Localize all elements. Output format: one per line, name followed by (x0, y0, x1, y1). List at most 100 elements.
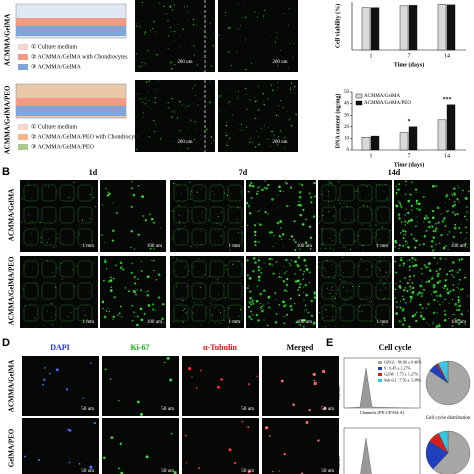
cell (210, 136, 213, 138)
cell (156, 53, 158, 56)
cell (264, 180, 266, 182)
cell (420, 272, 423, 275)
cell (224, 297, 226, 299)
cell (290, 187, 292, 190)
cell (136, 289, 138, 291)
cell (49, 236, 51, 237)
cell (275, 114, 278, 117)
cell (286, 271, 288, 273)
pore (357, 184, 373, 202)
cell (238, 316, 240, 318)
cell (137, 23, 139, 25)
cell (452, 236, 455, 239)
cell (304, 264, 307, 267)
cell (318, 323, 320, 325)
cell (369, 194, 370, 196)
scale-label: 50 um (81, 407, 94, 412)
cell (430, 245, 433, 248)
cell (26, 196, 27, 197)
cell (404, 220, 407, 223)
cell (294, 280, 298, 283)
cell (286, 286, 288, 288)
cell (249, 99, 251, 101)
cell (278, 185, 281, 189)
cell (238, 124, 240, 125)
cell (225, 264, 227, 266)
cell (251, 300, 254, 303)
cell (258, 279, 261, 282)
cell (200, 189, 202, 190)
cell (53, 247, 54, 249)
cell (264, 211, 267, 214)
scale-label: 200 um (272, 60, 287, 65)
cell (283, 316, 285, 318)
cell (225, 124, 228, 127)
pore (357, 206, 373, 224)
cell (85, 319, 87, 321)
cell (415, 191, 417, 193)
cell (435, 325, 438, 329)
cell (442, 247, 446, 250)
cell (337, 265, 339, 266)
cell (333, 277, 335, 279)
cell (261, 267, 263, 269)
cell (464, 276, 466, 279)
cell (458, 304, 462, 308)
cell (354, 220, 356, 222)
cell (93, 196, 95, 199)
cell (432, 285, 436, 289)
pore (375, 184, 391, 202)
cell (286, 313, 288, 316)
cell (218, 230, 220, 232)
cell (90, 362, 92, 365)
pore (321, 228, 337, 246)
cell (432, 283, 436, 287)
cell (84, 315, 86, 317)
cell (148, 99, 150, 101)
cell (259, 209, 261, 211)
cell (423, 221, 425, 223)
cell (310, 196, 313, 199)
cell (394, 240, 397, 243)
cell (404, 230, 407, 233)
cell (411, 256, 414, 260)
cell (197, 104, 199, 106)
cell (88, 292, 90, 294)
channel-label: α-Tubulin (203, 343, 238, 352)
cell (280, 379, 284, 383)
cell (169, 26, 171, 28)
cell (326, 189, 328, 191)
cell (258, 109, 260, 111)
cell (342, 272, 344, 273)
cell (297, 265, 300, 268)
cell (76, 307, 78, 309)
cell (224, 192, 226, 194)
cell (372, 199, 373, 200)
cell (22, 288, 24, 289)
cell (357, 204, 359, 206)
cell (442, 286, 444, 288)
cell (46, 260, 48, 261)
cell (72, 268, 74, 270)
cell (219, 312, 222, 314)
cell (187, 61, 188, 63)
cell (179, 101, 181, 103)
micrograph (20, 180, 98, 252)
cell (163, 5, 165, 8)
cell (200, 244, 202, 245)
cell (130, 271, 133, 274)
cell (409, 299, 412, 301)
cell (319, 302, 321, 304)
cell (402, 244, 405, 247)
pore (357, 282, 373, 300)
cell (399, 306, 401, 308)
cell (228, 189, 230, 191)
cell (328, 201, 330, 203)
cell (105, 268, 108, 270)
cell (147, 290, 149, 292)
cell (325, 247, 327, 249)
cell (174, 4, 175, 6)
cell (173, 471, 177, 474)
cell (295, 99, 297, 100)
cell (328, 194, 329, 196)
